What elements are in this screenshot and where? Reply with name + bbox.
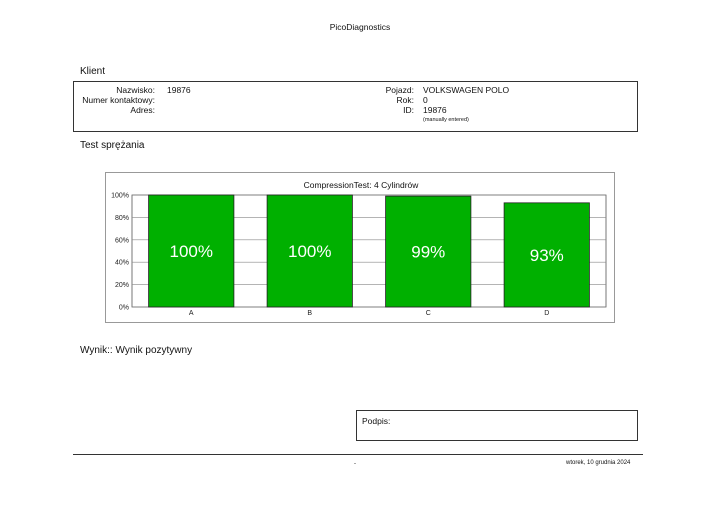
report-title: PicoDiagnostics bbox=[329, 22, 391, 32]
x-tick-label: C bbox=[426, 310, 431, 317]
bar-value-label: 99% bbox=[411, 243, 445, 262]
x-tick-label: A bbox=[189, 310, 194, 317]
year-label: Rok: bbox=[396, 95, 414, 105]
client-heading: Klient bbox=[80, 66, 106, 77]
address-label: Adres: bbox=[130, 105, 155, 115]
bar-D bbox=[503, 202, 590, 308]
signature-box: Podpis: bbox=[356, 410, 638, 441]
chart-title: CompressionTest: 4 Cylindrów bbox=[303, 180, 419, 190]
surname-label: Nazwisko: bbox=[116, 85, 155, 95]
id-note: (manually entered) bbox=[423, 117, 469, 123]
bar-A bbox=[148, 194, 235, 308]
y-tick-label: 60% bbox=[115, 237, 129, 244]
y-tick-label: 80% bbox=[115, 215, 129, 222]
surname-value: 19876 bbox=[167, 85, 191, 95]
result-text: Wynik:: Wynik pozytywny bbox=[80, 345, 193, 356]
footer-date: wtorek, 10 grudnia 2024 bbox=[566, 460, 631, 466]
y-tick-label: 0% bbox=[119, 305, 129, 312]
y-tick-label: 40% bbox=[115, 260, 129, 267]
compression-chart: 0% 20% 40% 60% 80% 100% 100% A 100% B 99% C 93% D bbox=[111, 193, 607, 317]
vehicle-value: VOLKSWAGEN POLO bbox=[423, 85, 510, 95]
id-label: ID: bbox=[403, 105, 414, 115]
contact-number-label: Numer kontaktowy: bbox=[82, 95, 155, 105]
y-tick-label: 100% bbox=[111, 193, 129, 200]
bar-value-label: 100% bbox=[170, 242, 213, 261]
bar-B bbox=[266, 194, 353, 308]
x-tick-label: B bbox=[307, 310, 312, 317]
year-value: 0 bbox=[423, 95, 428, 105]
test-heading: Test sprężania bbox=[80, 140, 145, 151]
client-info-box: Nazwisko: 19876 Numer kontaktowy: Adres:… bbox=[73, 81, 638, 132]
bar-C bbox=[385, 195, 472, 308]
bar-value-label: 93% bbox=[530, 246, 564, 265]
vehicle-label: Pojazd: bbox=[385, 85, 414, 95]
id-value: 19876 bbox=[423, 105, 447, 115]
footer-center: - bbox=[354, 461, 356, 467]
signature-label: Podpis: bbox=[362, 416, 391, 426]
bar-value-label: 100% bbox=[288, 242, 331, 261]
chart-frame: CompressionTest: 4 Cylindrów 0% 20% 40% 60%… bbox=[105, 172, 615, 323]
footer-divider bbox=[73, 454, 643, 455]
y-tick-label: 20% bbox=[115, 282, 129, 289]
x-tick-label: D bbox=[544, 310, 549, 317]
